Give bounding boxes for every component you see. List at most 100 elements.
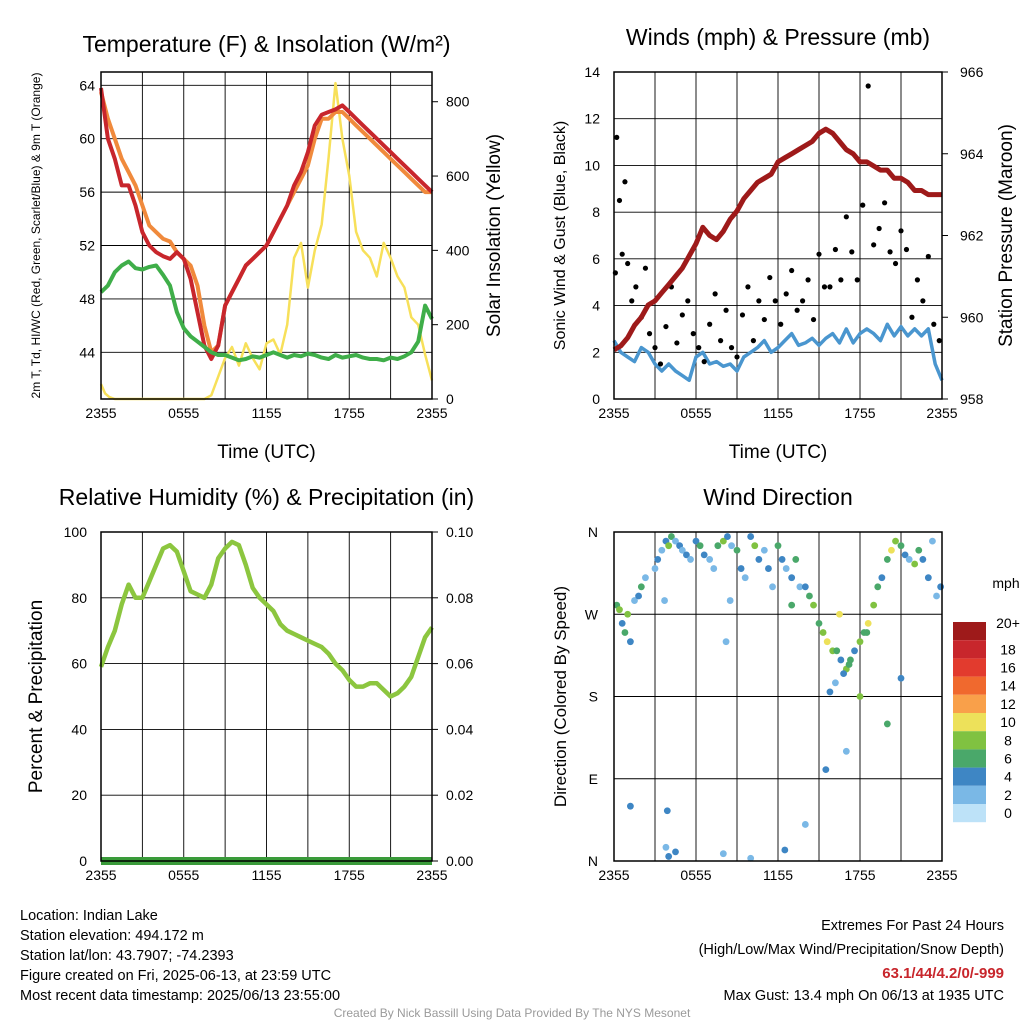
gust-point	[629, 298, 635, 304]
direction-point	[672, 848, 679, 856]
gust-point	[657, 361, 664, 367]
direction-point	[728, 542, 735, 550]
direction-point	[856, 638, 864, 646]
y-tick-label: 10	[584, 157, 600, 173]
plot-frame	[613, 71, 943, 400]
gust-point	[865, 83, 871, 89]
x-tick-label: 1155	[251, 867, 281, 883]
direction-point	[621, 629, 629, 636]
gust-point	[728, 345, 735, 351]
legend-swatch	[953, 658, 986, 677]
y-axis-label: Direction (Colored By Speed)	[551, 586, 570, 807]
y-right-axis-label: Solar Insolation (Yellow)	[484, 134, 505, 337]
series-line-1	[99, 87, 434, 361]
direction-point	[654, 556, 662, 563]
data-timestamp: Most recent data timestamp: 2025/06/13 2…	[20, 988, 341, 1004]
gust-point	[739, 312, 746, 318]
extremes-title: Extremes For Past 24 Hours	[821, 918, 1004, 934]
figure-created: Figure created on Fri, 2025-06-13, at 23…	[20, 968, 332, 984]
legend-label: 16	[1000, 660, 1016, 676]
direction-point	[741, 574, 749, 582]
gust-point	[821, 284, 828, 290]
legend-title: mph	[992, 575, 1019, 591]
humidity-precip-panel: 2355 0555 1155 1755 2355 Relative Humidity (%…	[26, 484, 474, 883]
y-right-tick-label: 0.06	[446, 656, 473, 672]
direction-point	[836, 610, 843, 618]
gust-point	[876, 225, 882, 232]
direction-point	[719, 537, 727, 545]
gust-point	[794, 307, 800, 313]
x-tick-label: 2355	[598, 867, 629, 883]
gust-point	[750, 338, 757, 344]
direction-point	[692, 537, 700, 545]
direction-point	[618, 619, 626, 627]
extremes-values: 63.1/44/4.2/0/-999	[882, 965, 1004, 982]
gust-point	[625, 260, 631, 267]
x-tick-label: 1155	[763, 867, 793, 883]
y-tick-label: 56	[79, 184, 95, 200]
winds-pressure-panel: 2355 0555 1155 1755 2355 Winds (mph) & Pressu…	[552, 24, 1017, 463]
legend-label: 12	[1000, 696, 1016, 712]
direction-point	[616, 606, 623, 614]
x-axis-label: Time (UTC)	[729, 442, 828, 463]
gust-point	[789, 267, 795, 274]
direction-point	[792, 556, 800, 563]
direction-point	[700, 551, 708, 559]
y-tick-label: N	[588, 853, 598, 869]
sonic-wind-line	[612, 322, 944, 383]
gust-point	[718, 338, 724, 344]
x-tick-label: 2355	[85, 405, 116, 421]
direction-point	[924, 574, 932, 582]
direction-point	[806, 592, 813, 600]
legend-swatch	[953, 785, 986, 804]
y-right-tick-label: 600	[446, 168, 470, 184]
y-tick-label: 20	[71, 787, 87, 803]
y-tick-label: 60	[79, 131, 95, 147]
plot-frame	[100, 71, 433, 400]
direction-point	[683, 551, 690, 559]
direction-point	[788, 601, 796, 609]
direction-point	[672, 537, 679, 545]
direction-point	[663, 807, 671, 815]
legend-label: 8	[1004, 732, 1012, 748]
direction-point	[781, 846, 789, 854]
direction-point	[651, 565, 659, 572]
direction-point	[929, 537, 936, 545]
station-elevation: Station elevation: 494.172 m	[20, 928, 204, 944]
direction-point	[823, 638, 831, 646]
direction-point	[863, 629, 871, 636]
direction-point	[892, 537, 899, 545]
direction-point	[788, 574, 796, 582]
gust-point	[734, 354, 740, 360]
gust-point	[936, 338, 942, 344]
direction-point	[662, 843, 670, 851]
gust-point	[712, 291, 718, 297]
direction-point	[845, 661, 853, 668]
y-tick-label: 0	[79, 853, 87, 869]
y-right-tick-label: 0.02	[446, 787, 473, 803]
direction-point	[801, 821, 809, 828]
y-tick-label: N	[588, 524, 598, 540]
x-tick-label: 2355	[85, 867, 116, 883]
direction-point	[822, 766, 830, 774]
y-right-tick-label: 0	[446, 391, 454, 407]
y-tick-label: 52	[79, 238, 95, 254]
direction-point	[826, 688, 834, 696]
humidity-line	[98, 539, 434, 699]
direction-point	[774, 542, 782, 550]
legend-swatch	[953, 767, 986, 786]
direction-point	[737, 565, 745, 572]
direction-point	[933, 592, 940, 600]
legend-label: 6	[1004, 751, 1012, 767]
gust-point	[642, 265, 649, 271]
y-right-axis-label: Station Pressure (Maroon)	[996, 124, 1017, 347]
direction-point	[665, 853, 673, 860]
gust-point	[832, 246, 839, 253]
gust-point	[871, 242, 877, 248]
x-tick-label: 1155	[763, 405, 793, 421]
series-line-2	[99, 259, 434, 363]
speed-legend: mph 20+ 18 16 14 12 10 8 6 4 2 0	[953, 575, 1020, 823]
y-tick-label: 100	[64, 524, 88, 540]
x-tick-label: 2355	[926, 405, 957, 421]
gust-point	[849, 249, 855, 255]
